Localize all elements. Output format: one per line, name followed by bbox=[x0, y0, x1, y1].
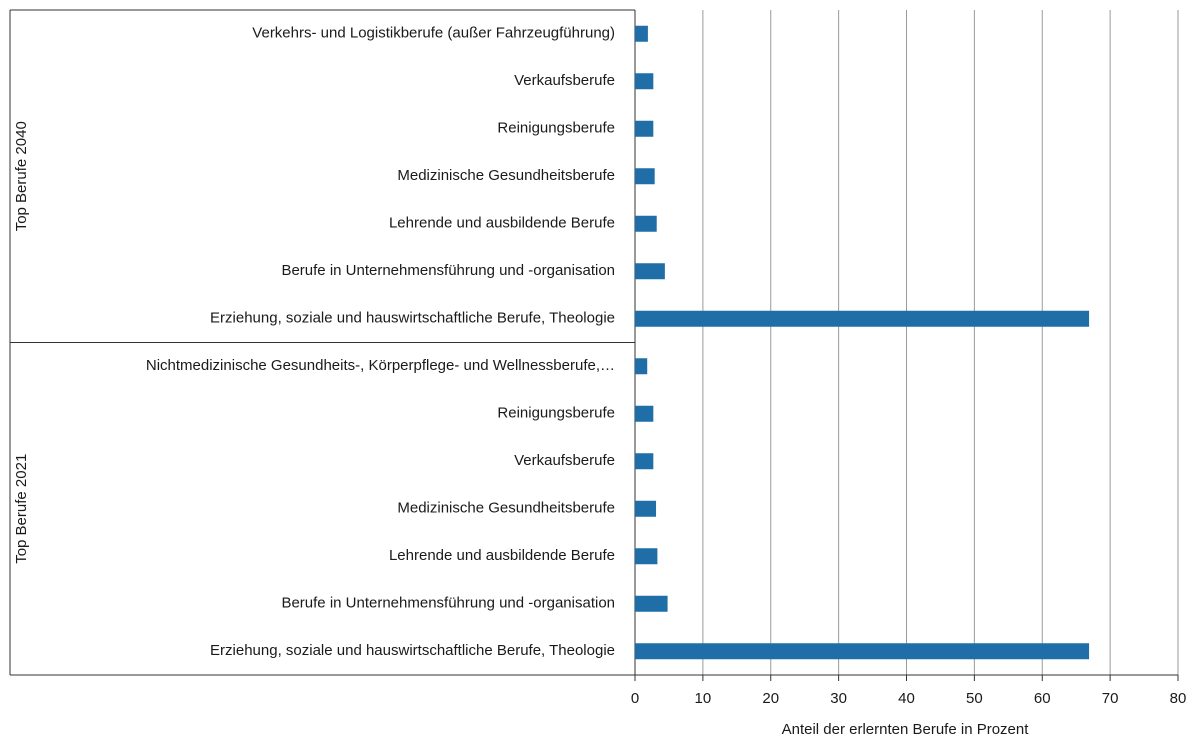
x-tick-label: 70 bbox=[1102, 690, 1119, 707]
x-tick-label: 20 bbox=[762, 690, 779, 707]
x-tick-label: 50 bbox=[966, 690, 983, 707]
bar bbox=[635, 548, 658, 565]
y-tick-label: Medizinische Gesundheitsberufe bbox=[397, 167, 615, 184]
x-tick-label: 40 bbox=[898, 690, 915, 707]
bar bbox=[635, 500, 657, 517]
bar bbox=[635, 310, 1090, 327]
x-tick-label: 60 bbox=[1034, 690, 1051, 707]
y-tick-label: Berufe in Unternehmensführung und -organ… bbox=[281, 595, 615, 612]
y-tick-label: Verkaufsberufe bbox=[514, 72, 615, 89]
bar bbox=[635, 25, 648, 42]
y-tick-label: Lehrende und ausbildende Berufe bbox=[389, 547, 615, 564]
group-label: Top Berufe 2040 bbox=[13, 121, 30, 231]
y-tick-label: Erziehung, soziale und hauswirtschaftlic… bbox=[210, 642, 615, 659]
bar bbox=[635, 263, 665, 280]
bar bbox=[635, 215, 657, 232]
y-tick-label: Medizinische Gesundheitsberufe bbox=[397, 500, 615, 517]
bar bbox=[635, 168, 655, 185]
y-tick-label: Erziehung, soziale und hauswirtschaftlic… bbox=[210, 310, 615, 327]
y-tick-label: Reinigungsberufe bbox=[497, 405, 615, 422]
y-tick-label: Reinigungsberufe bbox=[497, 120, 615, 137]
group-label: Top Berufe 2021 bbox=[13, 454, 30, 564]
bar bbox=[635, 643, 1090, 660]
y-tick-label: Nichtmedizinische Gesundheits-, Körperpf… bbox=[146, 357, 615, 374]
bar bbox=[635, 595, 668, 612]
y-tick-label: Lehrende und ausbildende Berufe bbox=[389, 215, 615, 232]
y-tick-label: Berufe in Unternehmensführung und -organ… bbox=[281, 262, 615, 279]
x-axis-label: Anteil der erlernten Berufe in Prozent bbox=[782, 721, 1030, 738]
bar bbox=[635, 120, 654, 137]
x-tick-label: 10 bbox=[695, 690, 712, 707]
bar bbox=[635, 358, 648, 375]
x-tick-label: 80 bbox=[1170, 690, 1187, 707]
bar bbox=[635, 453, 654, 470]
x-tick-label: 0 bbox=[631, 690, 639, 707]
bar bbox=[635, 405, 654, 422]
y-tick-label: Verkaufsberufe bbox=[514, 452, 615, 469]
x-tick-label: 30 bbox=[830, 690, 847, 707]
bar bbox=[635, 73, 654, 90]
y-tick-label: Verkehrs- und Logistikberufe (außer Fahr… bbox=[252, 25, 615, 42]
